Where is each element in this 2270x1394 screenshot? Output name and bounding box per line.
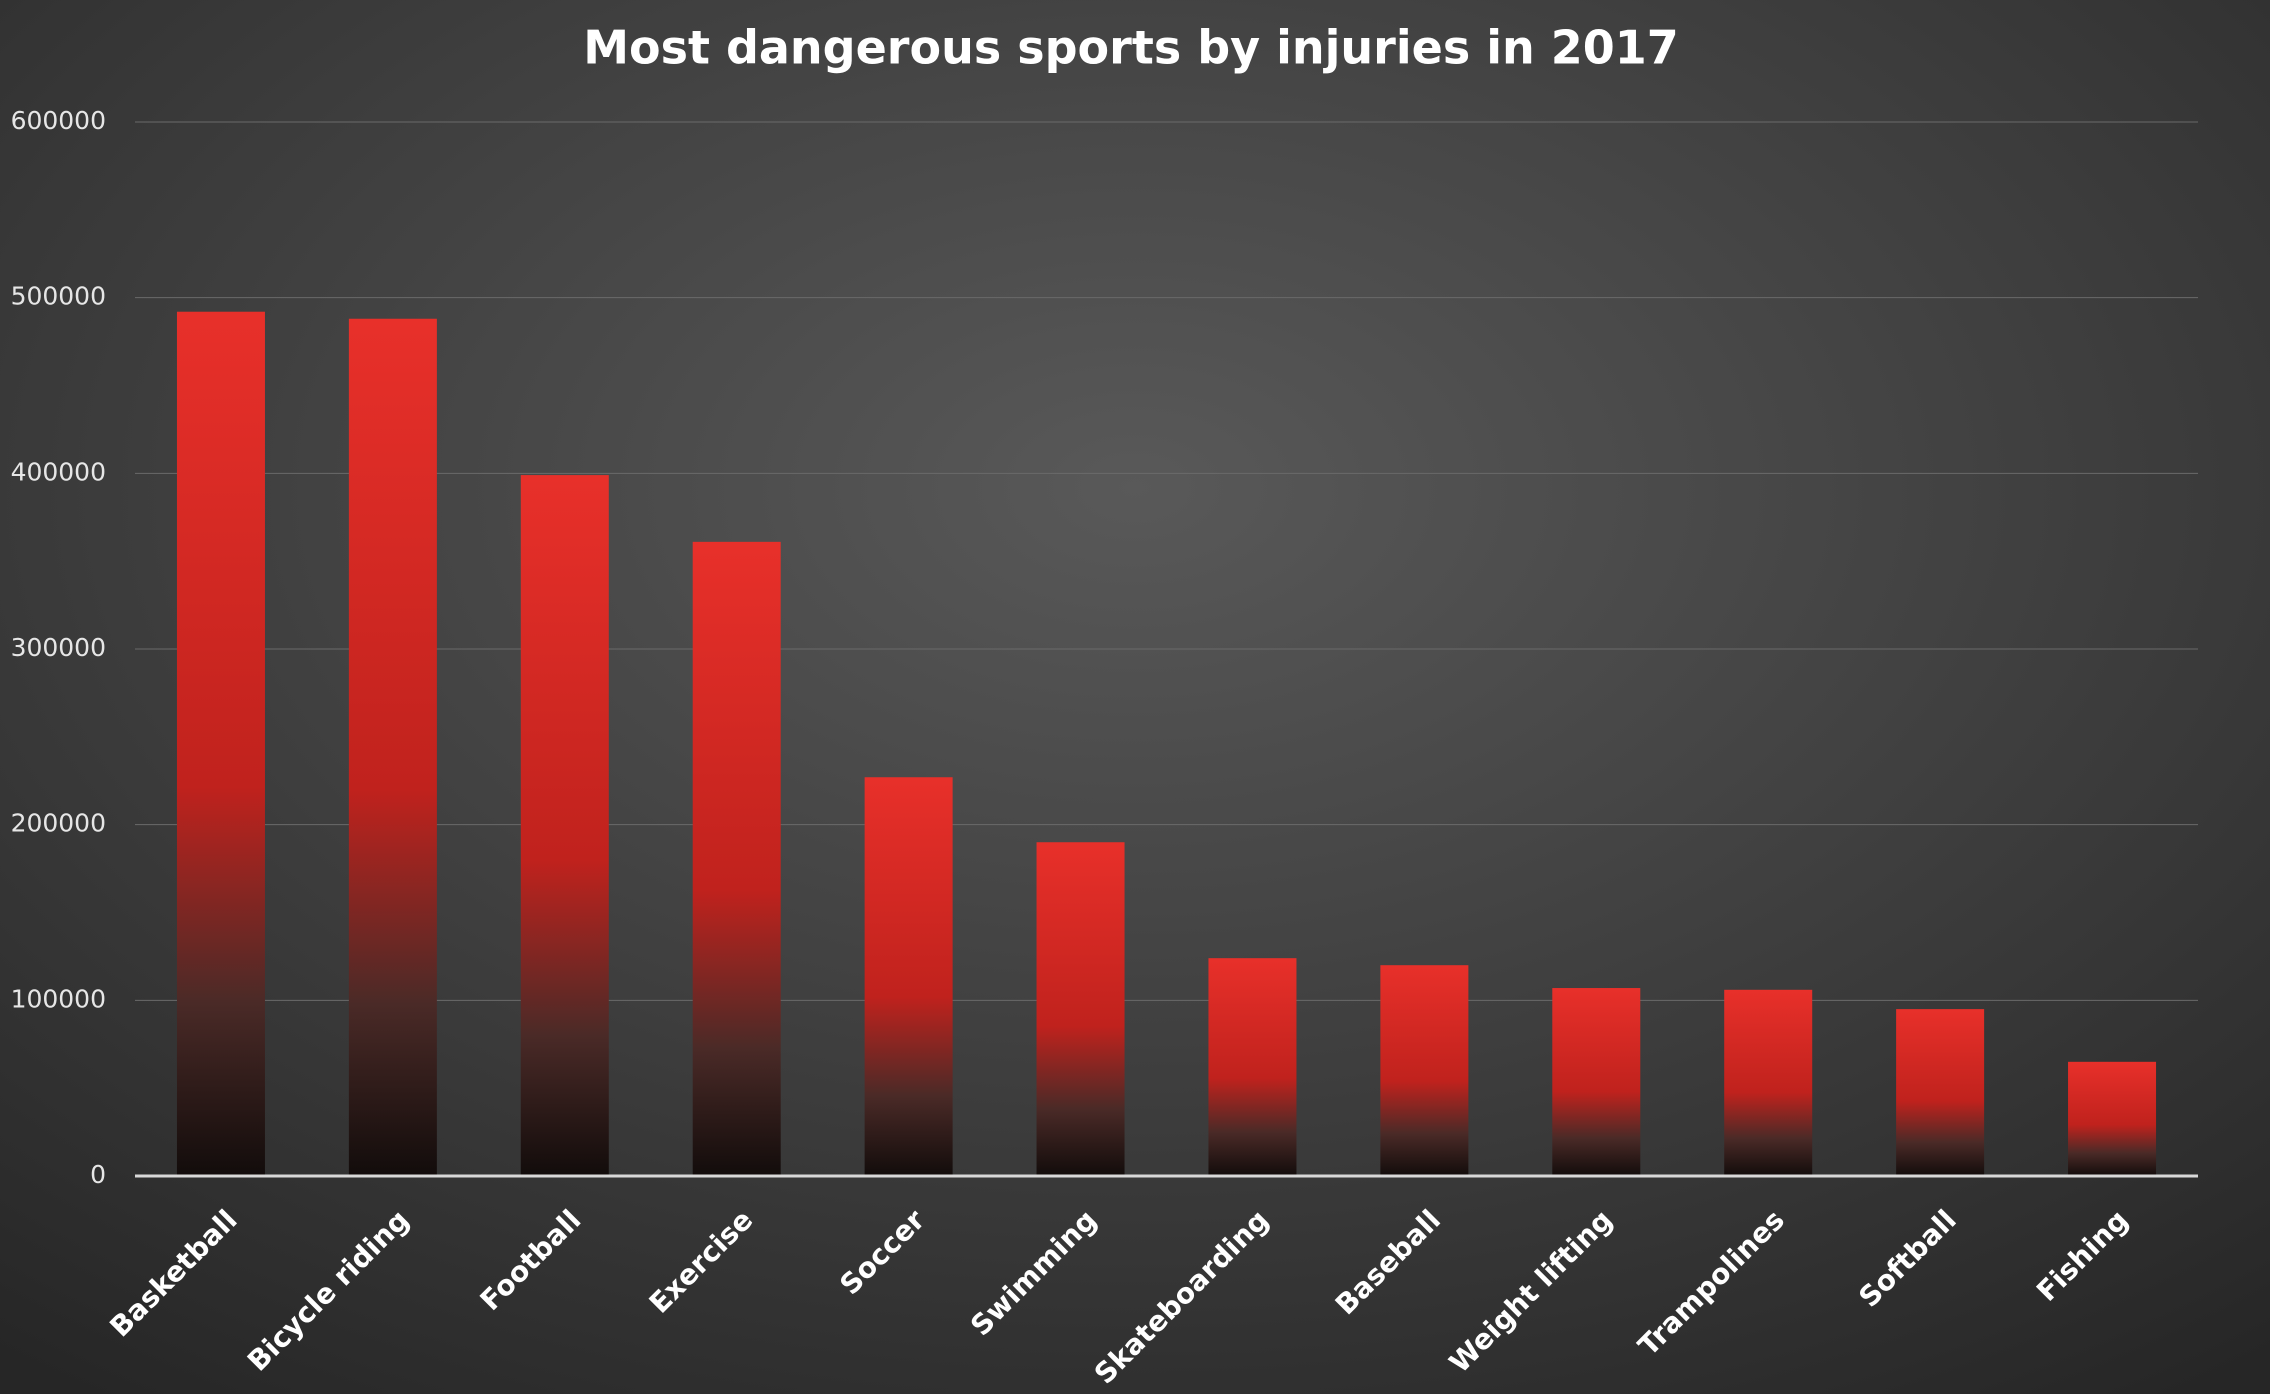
bar (520, 475, 609, 1177)
bar (1208, 958, 1297, 1176)
bar (1896, 1009, 1985, 1176)
bar (1036, 842, 1125, 1176)
y-tick-label: 100000 (11, 984, 106, 1013)
bar (348, 318, 437, 1176)
bar (1724, 989, 1813, 1176)
bar (1552, 988, 1641, 1176)
y-tick-label: 0 (90, 1160, 106, 1189)
y-tick-label: 400000 (11, 457, 106, 486)
bar (176, 311, 265, 1177)
y-tick-label: 200000 (11, 809, 106, 838)
bar (2068, 1061, 2157, 1176)
chart-title: Most dangerous sports by injuries in 201… (583, 21, 1679, 75)
bar (1380, 965, 1469, 1176)
y-tick-label: 300000 (11, 633, 106, 662)
y-tick-label: 600000 (11, 106, 106, 135)
y-tick-label: 500000 (11, 282, 106, 311)
bar (864, 777, 953, 1176)
bar (692, 541, 781, 1176)
